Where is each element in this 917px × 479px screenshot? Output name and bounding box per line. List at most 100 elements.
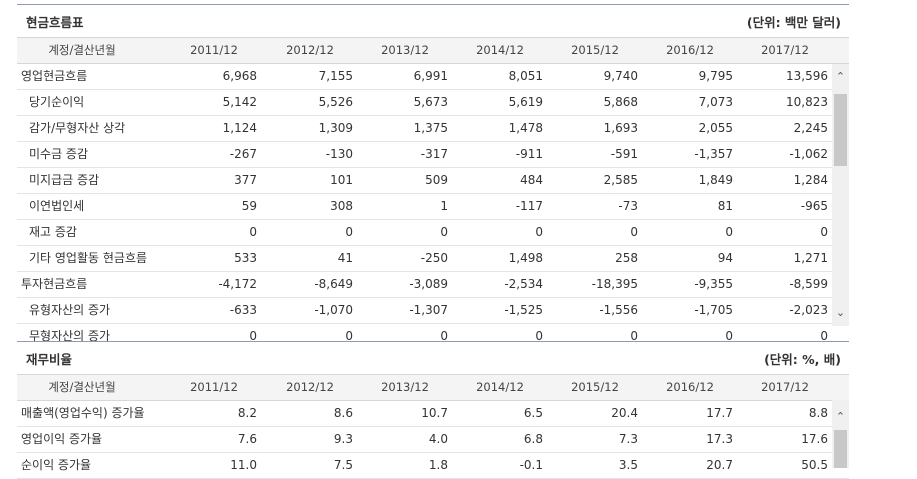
table-row: 미지급금 증감 377 101 509 484 2,585 1,849 1,284 <box>17 168 849 194</box>
row-value: -2,534 <box>504 277 543 291</box>
column-header-label: 계정/결산년월 <box>48 380 116 394</box>
row-label: 재고 증감 <box>29 225 77 239</box>
row-value: 2,055 <box>698 121 733 135</box>
row-label: 투자현금흐름 <box>21 277 88 291</box>
column-header-year: 2015/12 <box>571 43 619 57</box>
row-value: 6,968 <box>222 69 257 83</box>
row-value: 6.5 <box>523 406 543 420</box>
row-value: 1,284 <box>793 173 828 187</box>
row-value: -130 <box>325 147 353 161</box>
column-header-year: 2013/12 <box>381 380 429 394</box>
row-value: -2,023 <box>789 303 828 317</box>
row-value: 377 <box>234 173 257 187</box>
row-value: 20.4 <box>611 406 638 420</box>
ratios-scrollbar[interactable]: ⌃ <box>832 400 849 468</box>
row-value: -1,307 <box>409 303 448 317</box>
cashflow-unit: (단위: 백만 달러) <box>746 15 841 30</box>
row-value: 9,740 <box>603 69 638 83</box>
row-value: 6,991 <box>413 69 448 83</box>
row-value: 6.8 <box>523 432 543 446</box>
row-value: 1,375 <box>413 121 448 135</box>
row-value: 258 <box>615 251 638 265</box>
row-label: 무형자산의 증가 <box>29 329 111 343</box>
column-header-year: 2011/12 <box>190 43 238 57</box>
scroll-thumb[interactable] <box>834 94 847 166</box>
row-label: 미수금 증감 <box>29 147 89 161</box>
chevron-up-icon[interactable]: ⌃ <box>835 410 846 423</box>
row-value: -8,649 <box>314 277 353 291</box>
row-value: -9,355 <box>694 277 733 291</box>
row-value: -117 <box>515 199 543 213</box>
row-value: 7.6 <box>237 432 257 446</box>
ratios-title: 재무비율 <box>26 352 73 367</box>
table-row: 영업현금흐름 6,968 7,155 6,991 8,051 9,740 9,795 13,5… <box>17 64 849 90</box>
row-label: 매출액(영업수익) 증가율 <box>21 406 145 420</box>
row-value: -1,357 <box>694 147 733 161</box>
ratios-table-body[interactable]: 매출액(영업수익) 증가율 8.2 8.6 10.7 6.5 20.4 17.7 8.8 영업이… <box>17 401 849 479</box>
row-value: 0 <box>440 225 448 239</box>
row-value: 308 <box>330 199 353 213</box>
row-value: 5,619 <box>508 95 543 109</box>
row-value: 1 <box>440 199 448 213</box>
row-value: 0 <box>630 225 638 239</box>
row-label: 이연법인세 <box>29 199 85 213</box>
row-value: -1,705 <box>694 303 733 317</box>
row-value: 0 <box>249 225 257 239</box>
scroll-thumb[interactable] <box>834 430 847 468</box>
row-value: 11.0 <box>230 458 257 472</box>
row-value: 0 <box>345 225 353 239</box>
row-value: 0 <box>535 225 543 239</box>
row-value: 50.5 <box>801 458 828 472</box>
row-value: 1,498 <box>508 251 543 265</box>
column-header-label: 계정/결산년월 <box>48 43 116 57</box>
row-value: -0.1 <box>519 458 543 472</box>
row-value: 0 <box>725 225 733 239</box>
column-header-year: 2014/12 <box>476 380 524 394</box>
row-value: 8.6 <box>333 406 353 420</box>
table-row: 감가/무형자산 상각 1,124 1,309 1,375 1,478 1,693 2,055… <box>17 116 849 142</box>
row-value: 8.2 <box>237 406 257 420</box>
row-value: 17.6 <box>801 432 828 446</box>
cashflow-scrollbar[interactable]: ⌃ ⌄ <box>832 64 849 326</box>
row-value: 1,124 <box>222 121 257 135</box>
row-value: -8,599 <box>789 277 828 291</box>
row-value: 10,823 <box>786 95 828 109</box>
row-value: -1,062 <box>789 147 828 161</box>
table-row: 미수금 증감 -267 -130 -317 -911 -591 -1,357 -1,062 <box>17 142 849 168</box>
row-value: 0 <box>345 329 353 343</box>
row-value: -18,395 <box>591 277 638 291</box>
table-row: 매출액(영업수익) 증가율 8.2 8.6 10.7 6.5 20.4 17.7 8.8 <box>17 401 849 427</box>
table-row: 유형자산의 증가 -633 -1,070 -1,307 -1,525 -1,556 -1,7… <box>17 298 849 324</box>
row-value: 1,849 <box>698 173 733 187</box>
row-value: 0 <box>630 329 638 343</box>
row-value: -1,556 <box>599 303 638 317</box>
row-value: 41 <box>337 251 353 265</box>
row-value: -250 <box>420 251 448 265</box>
column-header-year: 2013/12 <box>381 43 429 57</box>
column-header-year: 2017/12 <box>761 43 809 57</box>
column-header-year: 2014/12 <box>476 43 524 57</box>
row-value: 7,155 <box>318 69 353 83</box>
ratios-column-header: 계정/결산년월 2011/12 2012/12 2013/12 2014/12 … <box>17 374 849 401</box>
chevron-down-icon[interactable]: ⌄ <box>835 306 846 319</box>
row-value: 81 <box>717 199 733 213</box>
row-value: 1,478 <box>508 121 543 135</box>
row-label: 영업이익 증가율 <box>21 432 103 446</box>
cashflow-table-body[interactable]: 영업현금흐름 6,968 7,155 6,991 8,051 9,740 9,795 13,5… <box>17 64 849 350</box>
column-header-year: 2012/12 <box>286 43 334 57</box>
row-value: 8,051 <box>508 69 543 83</box>
row-label: 기타 영업활동 현금흐름 <box>29 251 148 265</box>
row-value: 0 <box>820 225 828 239</box>
row-label: 미지급금 증감 <box>29 173 100 187</box>
row-value: 7.5 <box>333 458 353 472</box>
row-value: 533 <box>234 251 257 265</box>
row-value: -267 <box>229 147 257 161</box>
chevron-up-icon[interactable]: ⌃ <box>835 70 846 83</box>
row-label: 당기순이익 <box>29 95 85 109</box>
cashflow-header: 현금흐름표 (단위: 백만 달러) <box>17 4 849 37</box>
row-value: 101 <box>330 173 353 187</box>
column-header-year: 2011/12 <box>190 380 238 394</box>
cashflow-column-header: 계정/결산년월 2011/12 2012/12 2013/12 2014/12 … <box>17 37 849 64</box>
column-header-year: 2016/12 <box>666 380 714 394</box>
row-value: 509 <box>425 173 448 187</box>
